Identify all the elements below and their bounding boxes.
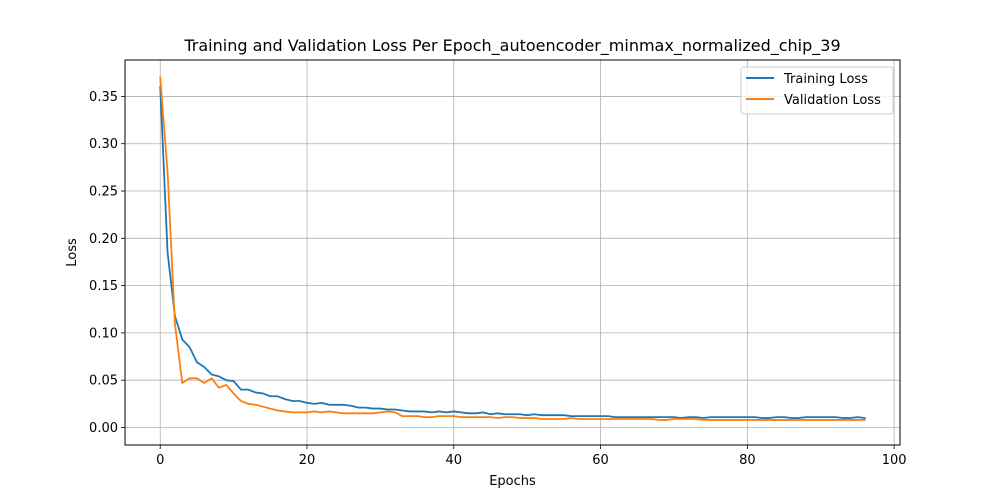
validation-loss-line <box>159 76 866 421</box>
y-axis-label: Loss <box>65 238 80 267</box>
y-tick-label: 0.30 <box>89 137 118 152</box>
y-tick-label: 0.10 <box>89 326 118 341</box>
series-layer <box>159 76 866 421</box>
axis-ticks: 0 20 40 60 80 100 0.00 0.05 0.10 0.15 0.20 0.25 0.30… <box>89 90 906 468</box>
x-axis-label: Epochs <box>489 474 536 489</box>
y-tick-label: 0.35 <box>89 90 118 105</box>
chart-title: Training and Validation Loss Per Epoch_a… <box>183 36 840 56</box>
x-tick-label: 80 <box>739 453 756 468</box>
grid-lines <box>125 60 900 445</box>
legend: Training Loss Validation Loss <box>740 66 894 115</box>
y-tick-label: 0.05 <box>89 374 118 389</box>
x-tick-label: 60 <box>592 453 609 468</box>
x-tick-label: 40 <box>446 453 463 468</box>
y-tick-label: 0.25 <box>89 185 118 200</box>
y-tick-label: 0.15 <box>89 279 118 294</box>
x-tick-label: 0 <box>156 453 164 468</box>
plot-frame <box>124 59 901 446</box>
y-tick-label: 0.20 <box>89 232 118 247</box>
legend-label-training: Training Loss <box>783 72 868 87</box>
x-tick-label: 20 <box>299 453 316 468</box>
legend-box <box>740 66 894 115</box>
training-loss-line <box>159 86 866 420</box>
y-tick-label: 0.00 <box>89 421 118 436</box>
x-tick-label: 100 <box>882 453 907 468</box>
legend-label-validation: Validation Loss <box>784 93 881 108</box>
